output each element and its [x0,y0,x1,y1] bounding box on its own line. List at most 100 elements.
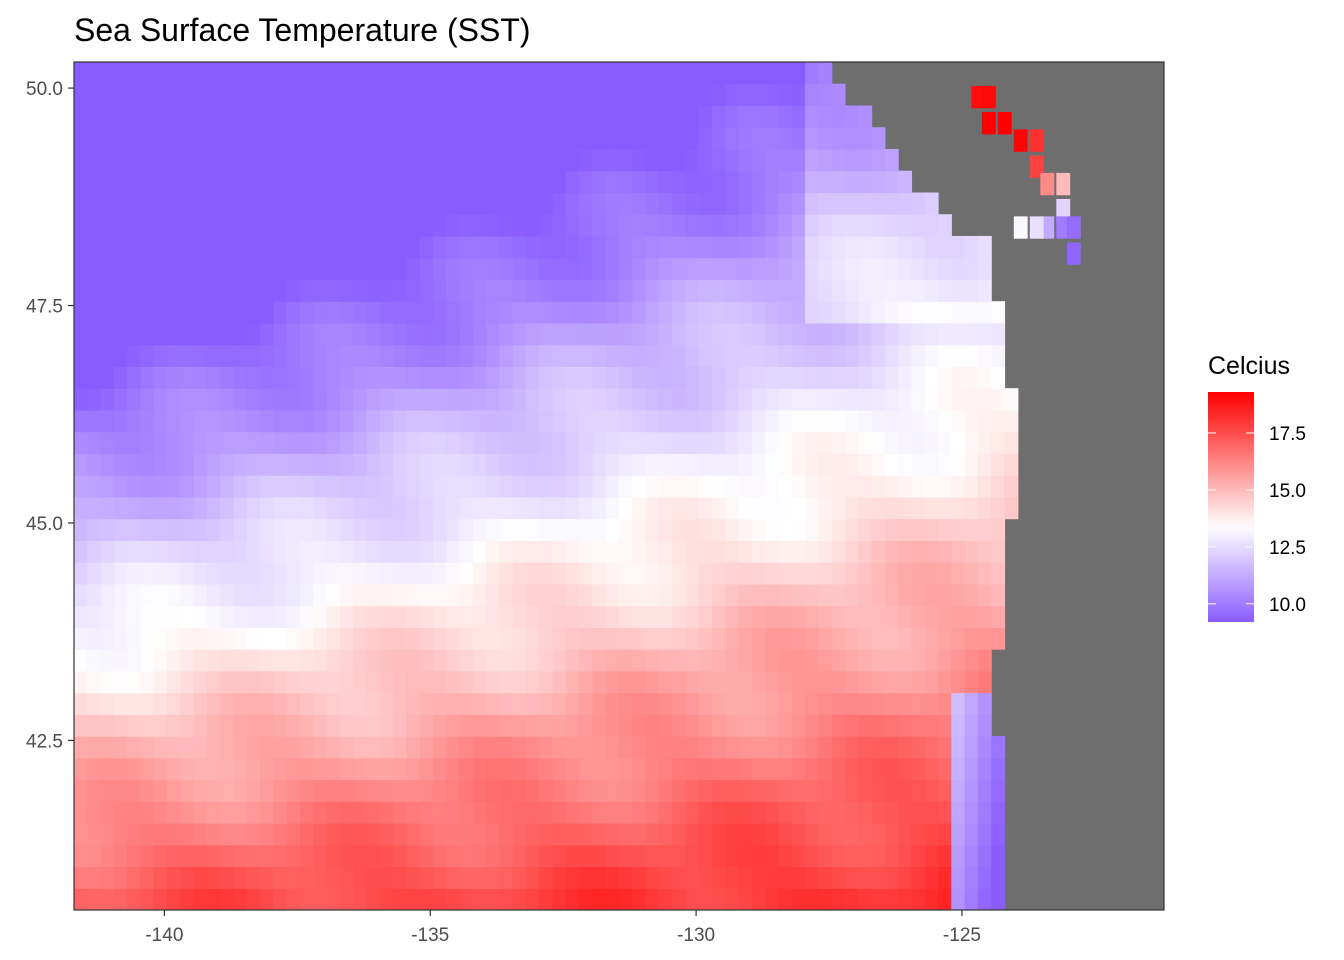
heatmap-cell [472,823,487,846]
heatmap-cell [233,235,248,259]
heatmap-cell [353,235,368,259]
heatmap-cell [977,714,992,737]
heatmap-cell [379,823,394,846]
heatmap-cell [911,583,926,607]
heatmap-cell [406,279,421,302]
heatmap-cell [353,714,368,737]
heatmap-cell [831,105,846,128]
heatmap-cell [818,670,833,694]
heatmap-cell [964,322,979,346]
heatmap-cell [353,475,368,498]
heatmap-cell [286,714,301,737]
heatmap-cell [871,344,886,368]
heatmap-cell [565,192,580,215]
heatmap-cell [698,605,713,628]
heatmap-cell [406,127,421,150]
heatmap-cell [406,540,421,563]
heatmap-cell [818,105,833,128]
heatmap-cell [366,105,381,128]
heatmap-cell [818,453,833,476]
heatmap-cell [486,540,500,563]
heatmap-cell [938,518,952,541]
heatmap-cell [446,823,461,846]
heatmap-cell [353,605,368,628]
heatmap-cell [525,888,540,910]
heatmap-cell [326,192,341,215]
heatmap-cell [299,192,314,215]
heatmap-cell [831,670,846,694]
heatmap-cell [605,518,620,541]
heatmap-cell [971,85,986,109]
heatmap-cell [672,279,687,302]
heatmap-cell [725,431,740,454]
heatmap-cell [738,388,753,411]
heatmap-cell [791,148,806,172]
heatmap-cell [632,388,647,411]
heatmap-cell [977,779,992,802]
heatmap-cell [565,257,580,281]
heatmap-cell [805,670,819,694]
heatmap-cell [286,322,301,346]
heatmap-cell [698,127,713,150]
heatmap-cell [738,823,753,846]
heatmap-cell [246,409,261,433]
heatmap-cell [459,388,474,411]
heatmap-cell [951,257,966,281]
heatmap-cell [565,583,580,607]
heatmap-cell [299,736,314,759]
heatmap-cell [153,779,168,802]
heatmap-cell [712,214,726,237]
heatmap-cell [486,888,500,910]
heatmap-cell [233,844,248,868]
heatmap-cell [74,235,88,259]
heatmap-cell [778,62,793,85]
heatmap-cell [751,105,766,128]
heatmap-cell [858,148,873,172]
heatmap-cell [353,409,368,433]
heatmap-cell [884,279,899,302]
heatmap-cell [260,801,274,824]
heatmap-cell [725,866,740,889]
heatmap-cell [791,496,806,520]
heatmap-cell [632,279,647,302]
heatmap-cell [645,453,660,476]
heatmap-cell [592,779,607,802]
heatmap-cell [74,83,88,107]
heatmap-cell [140,496,155,520]
heatmap-cell [539,605,554,628]
heatmap-cell [193,170,208,194]
heatmap-cell [459,192,474,215]
heatmap-cell [260,779,274,802]
heatmap-cell [805,257,819,281]
heatmap-cell [579,866,594,889]
heatmap-cell [167,540,181,563]
heatmap-cell [512,823,527,846]
heatmap-cell [406,627,421,650]
heatmap-cell [632,409,647,433]
heatmap-cell [592,388,607,411]
heatmap-cell [552,366,567,389]
heatmap-cell [977,322,992,346]
heatmap-cell [539,649,554,672]
heatmap-cell [605,148,620,172]
heatmap-cell [459,779,474,802]
heatmap-cell [605,649,620,672]
heatmap-cell [326,801,341,824]
heatmap-cell [113,605,128,628]
heatmap-cell [844,801,859,824]
heatmap-cell [113,540,128,563]
heatmap-cell [1040,172,1055,196]
heatmap-cell [100,279,115,302]
heatmap-cell [286,692,301,715]
heatmap-cell [765,518,780,541]
heatmap-cell [924,388,939,411]
heatmap-cell [432,779,447,802]
heatmap-cell [246,127,261,150]
heatmap-cell [100,757,115,781]
heatmap-cell [725,801,740,824]
heatmap-cell [286,83,301,107]
heatmap-cell [100,388,115,411]
heatmap-cell [951,670,966,694]
heatmap-cell [619,366,633,389]
heatmap-cell [911,257,926,281]
